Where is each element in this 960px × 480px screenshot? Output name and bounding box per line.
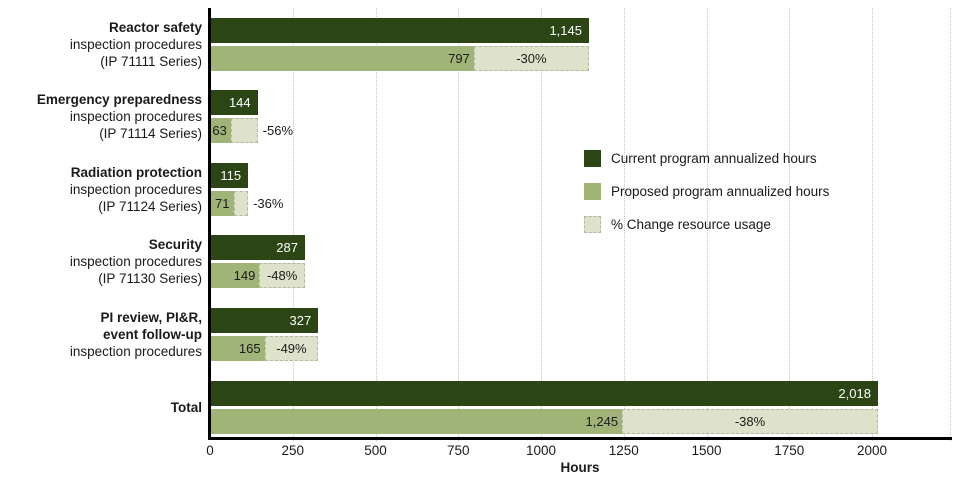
y-axis-line xyxy=(208,8,211,440)
current-bar: 144 xyxy=(210,90,258,115)
grid-line xyxy=(789,8,791,441)
change-value-label: -56% xyxy=(262,123,294,138)
proposed-value-label: 63 xyxy=(212,123,227,138)
change-bar: -48% xyxy=(259,263,305,288)
category-label-line: inspection procedures xyxy=(69,254,202,269)
proposed-value-label: 71 xyxy=(215,196,230,211)
legend-item-proposed: Proposed program annualized hours xyxy=(584,183,829,200)
x-tick-label: 0 xyxy=(206,443,214,458)
category-label: Reactor safety inspection procedures (IP 7… xyxy=(0,19,202,70)
category-label-line: Security xyxy=(148,237,202,252)
grid-line xyxy=(292,8,294,441)
change-bar: -30% xyxy=(473,46,589,71)
current-value-label: 115 xyxy=(220,168,242,183)
category-label-line: Radiation protection xyxy=(70,165,202,180)
change-value-label: -38% xyxy=(734,414,766,429)
change-bar xyxy=(233,191,249,216)
current-bar: 1,145 xyxy=(210,18,589,43)
grid-line xyxy=(706,8,708,441)
grid-line xyxy=(541,8,542,441)
category-label: Security inspection procedures (IP 71130 S… xyxy=(0,236,202,287)
x-tick-label: 1000 xyxy=(525,443,557,458)
category-label-line: (IP 71114 Series) xyxy=(99,126,202,141)
category-label-line: PI review, PI&R, xyxy=(100,310,202,325)
change-bar: -38% xyxy=(622,409,878,434)
change-value-label: -30% xyxy=(516,51,547,66)
change-value-label: -49% xyxy=(276,341,307,356)
grid-line xyxy=(623,8,625,441)
grid-line xyxy=(375,8,377,441)
proposed-value-label: 797 xyxy=(448,51,470,66)
category-label-line: inspection procedures xyxy=(69,344,202,359)
current-bar: 2,018 xyxy=(210,381,878,406)
category-label-line: event follow-up xyxy=(103,327,202,342)
change-bar: -49% xyxy=(264,336,319,361)
proposed-bar: 797 xyxy=(210,46,474,71)
legend-swatch-change xyxy=(584,216,601,233)
category-label-line: inspection procedures xyxy=(69,109,202,124)
category-label: Total xyxy=(0,399,202,416)
x-axis-line xyxy=(208,437,952,440)
change-value-label: -48% xyxy=(266,268,298,283)
category-label-line: (IP 71124 Series) xyxy=(98,199,202,214)
category-label: Radiation protection inspection procedure… xyxy=(0,164,202,215)
category-label: PI review, PI&R, event follow-up inspectio… xyxy=(0,309,202,360)
category-label-line: Emergency preparedness xyxy=(36,92,202,107)
change-bar xyxy=(230,118,258,143)
legend-item-current: Current program annualized hours xyxy=(584,150,829,167)
legend-swatch-current xyxy=(584,150,601,167)
current-bar: 115 xyxy=(210,163,249,188)
category-label-line: Total xyxy=(170,400,202,415)
x-tick-label: 1500 xyxy=(691,443,722,458)
legend-item-change: % Change resource usage xyxy=(584,216,829,233)
legend-label: % Change resource usage xyxy=(611,217,771,232)
legend-swatch-proposed xyxy=(584,183,601,200)
grid-line xyxy=(458,8,460,441)
plot-right-border xyxy=(950,8,951,441)
current-value-label: 144 xyxy=(228,95,251,110)
current-value-label: 2,018 xyxy=(838,386,871,401)
legend-label: Current program annualized hours xyxy=(611,151,817,166)
category-label-line: Reactor safety xyxy=(108,20,202,35)
proposed-bar: 149 xyxy=(210,263,260,288)
x-tick-label: 250 xyxy=(281,443,305,458)
current-bar: 327 xyxy=(210,308,319,333)
category-label-line: (IP 71130 Series) xyxy=(98,271,202,286)
x-tick-label: 750 xyxy=(446,443,470,458)
proposed-bar: 1,245 xyxy=(210,409,623,434)
x-tick-label: 500 xyxy=(364,443,387,458)
x-axis-title: Hours xyxy=(560,460,600,475)
proposed-value-label: 1,245 xyxy=(585,414,619,429)
proposed-value-label: 149 xyxy=(233,268,256,283)
proposed-bar: 165 xyxy=(210,336,265,361)
current-value-label: 287 xyxy=(276,240,298,255)
x-tick-label: 2000 xyxy=(856,443,888,458)
proposed-value-label: 165 xyxy=(238,341,261,356)
category-label: Emergency preparedness inspection procedu… xyxy=(0,91,202,142)
grid-line xyxy=(872,8,873,441)
proposed-bar: 63 xyxy=(210,118,231,143)
current-bar: 287 xyxy=(210,235,305,260)
change-value-label: -36% xyxy=(253,196,284,211)
legend: Current program annualized hours Propose… xyxy=(584,150,829,249)
x-tick-label: 1750 xyxy=(774,443,805,458)
x-tick-label: 1250 xyxy=(608,443,639,458)
proposed-bar: 71 xyxy=(210,191,234,216)
current-value-label: 327 xyxy=(289,313,312,328)
category-label-line: inspection procedures xyxy=(69,37,202,52)
category-label-line: (IP 71111 Series) xyxy=(100,54,202,69)
category-label-line: inspection procedures xyxy=(69,182,202,197)
current-value-label: 1,145 xyxy=(549,23,582,38)
legend-label: Proposed program annualized hours xyxy=(611,184,830,199)
